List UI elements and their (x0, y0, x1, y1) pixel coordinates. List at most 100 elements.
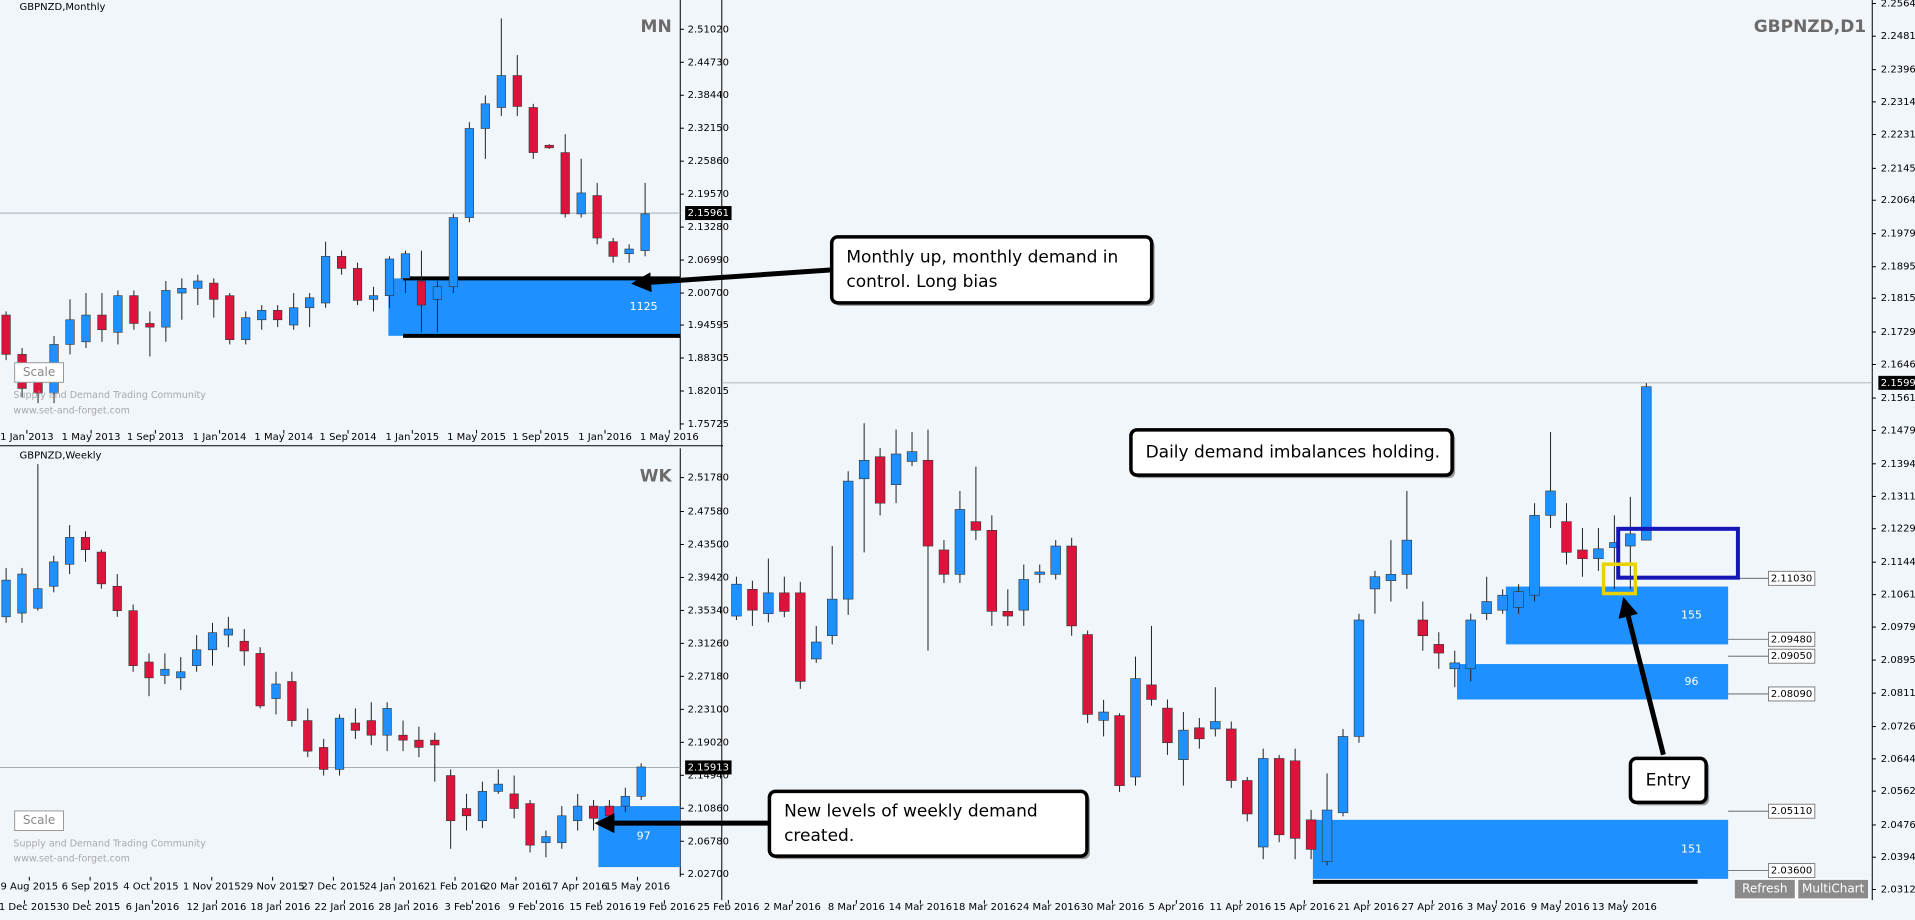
candle-body (432, 286, 442, 300)
toolbar-button-label[interactable]: MultiChart (1802, 882, 1865, 896)
candle-body (477, 791, 487, 822)
callout-arrow (1618, 597, 1666, 756)
candle-body (257, 310, 267, 321)
y-tick-label: 2.08111 (1881, 688, 1915, 699)
x-tick-label: 20 Mar 2016 (484, 881, 547, 892)
candle-body (96, 551, 106, 585)
x-tick-label: 5 Apr 2016 (1149, 902, 1204, 913)
scale-button[interactable] (14, 362, 65, 383)
candle-body (795, 592, 806, 682)
scale-button-label[interactable]: Scale (23, 365, 55, 379)
x-tick-label: 1 May 2014 (254, 432, 313, 443)
candle-body (1449, 662, 1460, 670)
watermark: www.set-and-forget.com (13, 854, 130, 865)
candle-body (334, 717, 345, 770)
candle-body (541, 836, 551, 844)
x-tick-label: 1 Sep 2014 (320, 432, 377, 443)
candle-body (33, 588, 43, 609)
x-tick-label: 1 Jan 2014 (193, 432, 247, 443)
x-tick-label: 6 Jan 2016 (126, 902, 180, 913)
y-tick-label: 2.10860 (688, 803, 729, 814)
x-tick-label: 13 May 2016 (1592, 902, 1657, 913)
scale-button-label[interactable]: Scale (23, 813, 55, 827)
candle-body (446, 775, 456, 822)
watermark: Supply and Demand Trading Community (13, 390, 206, 401)
x-tick-label: 18 Mar 2016 (953, 902, 1016, 913)
watermark: www.set-and-forget.com (13, 405, 130, 416)
candle-body (827, 598, 838, 637)
level-label: 2.09050 (1771, 651, 1812, 662)
x-tick-label: 17 Apr 2016 (546, 881, 608, 892)
level-box (1768, 648, 1816, 664)
candle-body (384, 258, 395, 296)
x-tick-label: 9 Feb 2016 (508, 902, 564, 913)
y-tick-label: 1.88305 (688, 353, 729, 364)
y-tick-label: 2.05620 (1881, 786, 1915, 797)
y-tick-label: 2.13111 (1881, 491, 1915, 502)
candle-body (604, 805, 615, 817)
candle-body (239, 640, 249, 652)
candle-body (305, 297, 315, 309)
candle-body (1226, 728, 1237, 781)
level-label: 2.08090 (1771, 689, 1812, 700)
candle-body (161, 290, 171, 328)
x-tick-label: 27 Apr 2016 (1401, 902, 1463, 913)
y-tick-label: 2.23960 (1881, 65, 1915, 76)
candle-body (954, 509, 966, 575)
y-tick-label: 2.07261 (1881, 722, 1915, 733)
candle-body (480, 103, 490, 129)
x-tick-label: 25 Feb 2016 (697, 902, 759, 913)
candle-body (1018, 579, 1029, 611)
level-box (1768, 686, 1816, 702)
candle-body (890, 453, 902, 485)
candle-body (1178, 729, 1189, 760)
candle-body (1242, 780, 1253, 815)
candle-body (414, 739, 424, 748)
candle-body (271, 683, 281, 699)
candle-body (938, 549, 950, 575)
level-box (1768, 803, 1816, 819)
y-tick-label: 2.04760 (1881, 820, 1915, 831)
candle-body (65, 319, 75, 345)
y-tick-label: 2.23100 (688, 704, 729, 715)
candle-body (636, 766, 646, 797)
zone-label: 151 (1681, 842, 1702, 855)
y-tick-label: 1.94595 (688, 320, 729, 331)
y-tick-label: 2.23140 (1881, 97, 1915, 108)
candle-body (145, 323, 155, 328)
candle-body (779, 592, 790, 612)
y-tick-label: 2.22310 (1881, 130, 1915, 141)
candle-body (1034, 571, 1045, 575)
y-tick-label: 2.35340 (688, 605, 729, 616)
toolbar-button-label[interactable]: Refresh (1742, 882, 1787, 896)
y-tick-label: 2.17290 (1881, 327, 1915, 338)
y-tick-label: 2.20640 (1881, 195, 1915, 206)
candle-body (368, 295, 379, 300)
candle-body (461, 808, 472, 817)
x-tick-label: 1 Jan 2013 (0, 432, 54, 443)
level-label: 2.11030 (1771, 573, 1812, 584)
x-tick-label: 24 Jan 2016 (364, 881, 424, 892)
toolbar-button[interactable] (1797, 878, 1870, 900)
y-tick-label: 2.03940 (1881, 852, 1915, 863)
demand-zone (1312, 819, 1729, 879)
candle-body (1114, 715, 1125, 786)
candle-body (128, 610, 138, 666)
y-tick-label: 2.39420 (688, 572, 729, 583)
candle-body (1353, 619, 1365, 737)
candle-body (1146, 684, 1157, 700)
callout-box (767, 789, 1089, 858)
y-tick-label: 2.06780 (688, 836, 729, 847)
y-tick-label: 1.75725 (688, 419, 729, 430)
candle-body (193, 280, 203, 289)
x-tick-label: 11 Apr 2016 (1209, 902, 1271, 913)
candle-body (1529, 515, 1540, 596)
x-tick-label: 30 Mar 2016 (1081, 902, 1144, 913)
candle-body (1162, 707, 1173, 744)
candle-body (1210, 721, 1221, 730)
toolbar-button[interactable] (1733, 878, 1796, 900)
x-tick-label: 15 Apr 2016 (1273, 902, 1335, 913)
scale-button[interactable] (14, 810, 65, 831)
candle-body (287, 681, 297, 721)
